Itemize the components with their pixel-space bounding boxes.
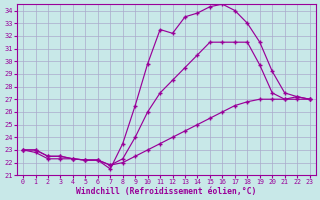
- X-axis label: Windchill (Refroidissement éolien,°C): Windchill (Refroidissement éolien,°C): [76, 187, 257, 196]
